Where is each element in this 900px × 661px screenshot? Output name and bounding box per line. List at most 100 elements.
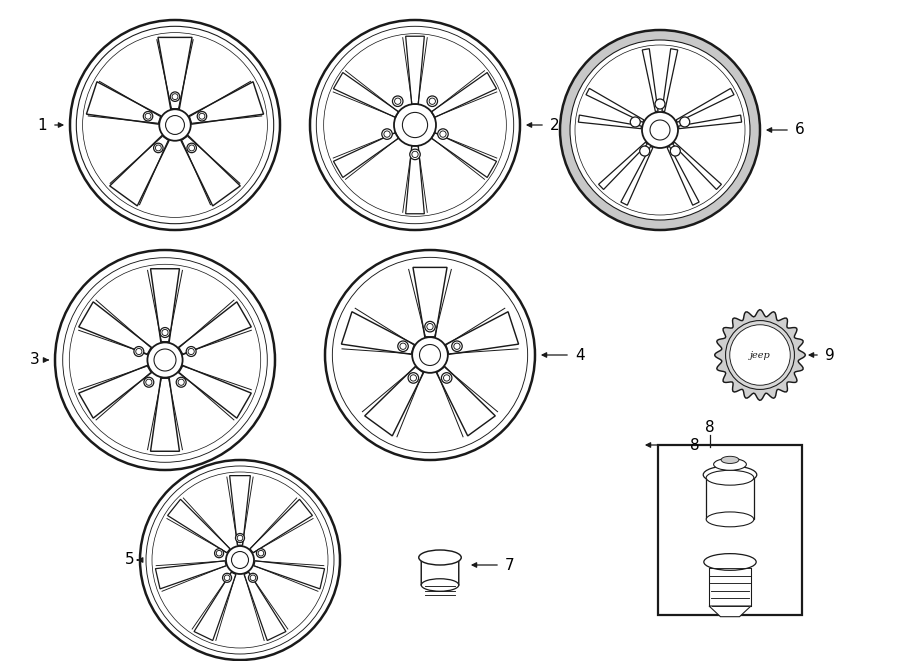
Polygon shape	[334, 73, 399, 118]
Polygon shape	[579, 115, 642, 129]
Text: 4: 4	[575, 348, 585, 362]
Ellipse shape	[394, 98, 400, 104]
Ellipse shape	[384, 131, 391, 137]
Ellipse shape	[186, 346, 196, 356]
Polygon shape	[179, 366, 251, 418]
Ellipse shape	[418, 550, 461, 565]
Ellipse shape	[441, 373, 452, 383]
Ellipse shape	[170, 92, 180, 101]
Polygon shape	[167, 499, 230, 553]
Ellipse shape	[429, 98, 436, 104]
Polygon shape	[586, 89, 643, 122]
Ellipse shape	[214, 549, 223, 558]
Text: 8: 8	[690, 438, 700, 453]
Polygon shape	[413, 268, 447, 337]
Text: 2: 2	[550, 118, 560, 132]
Ellipse shape	[440, 131, 446, 137]
Polygon shape	[78, 366, 151, 418]
Ellipse shape	[216, 551, 222, 556]
Ellipse shape	[570, 40, 750, 220]
Text: jeep: jeep	[750, 350, 770, 360]
Ellipse shape	[189, 145, 194, 151]
Ellipse shape	[172, 94, 178, 100]
Polygon shape	[150, 269, 179, 342]
Polygon shape	[364, 367, 424, 436]
Polygon shape	[78, 302, 151, 354]
Polygon shape	[110, 136, 169, 206]
Ellipse shape	[250, 575, 256, 580]
Ellipse shape	[134, 346, 144, 356]
Ellipse shape	[427, 323, 433, 330]
Ellipse shape	[178, 379, 184, 385]
Ellipse shape	[704, 554, 756, 570]
Ellipse shape	[392, 96, 403, 106]
Ellipse shape	[655, 99, 665, 109]
Polygon shape	[244, 572, 286, 641]
Ellipse shape	[714, 458, 746, 470]
Ellipse shape	[160, 328, 170, 338]
Ellipse shape	[154, 143, 163, 153]
Ellipse shape	[427, 96, 437, 106]
Polygon shape	[672, 142, 722, 190]
Polygon shape	[179, 302, 251, 354]
Polygon shape	[436, 367, 495, 436]
Polygon shape	[662, 49, 678, 112]
Polygon shape	[667, 147, 699, 205]
Ellipse shape	[408, 373, 418, 383]
Polygon shape	[446, 312, 518, 354]
Text: 3: 3	[30, 352, 40, 368]
Polygon shape	[598, 142, 647, 190]
Ellipse shape	[143, 112, 153, 121]
Ellipse shape	[176, 377, 186, 387]
Ellipse shape	[238, 535, 243, 541]
Text: 7: 7	[505, 557, 515, 572]
FancyBboxPatch shape	[421, 557, 459, 585]
Polygon shape	[150, 378, 179, 451]
Ellipse shape	[236, 533, 245, 543]
Ellipse shape	[145, 113, 151, 119]
Polygon shape	[643, 49, 658, 112]
Ellipse shape	[248, 573, 257, 582]
Ellipse shape	[721, 456, 739, 463]
Polygon shape	[679, 115, 742, 129]
Polygon shape	[431, 132, 497, 177]
Ellipse shape	[222, 573, 231, 582]
Polygon shape	[431, 73, 497, 118]
Ellipse shape	[454, 343, 460, 350]
Ellipse shape	[146, 379, 152, 385]
Ellipse shape	[425, 321, 436, 332]
Polygon shape	[254, 561, 325, 589]
Polygon shape	[406, 145, 424, 214]
Ellipse shape	[444, 375, 450, 381]
Polygon shape	[230, 476, 250, 545]
Ellipse shape	[706, 470, 754, 485]
Ellipse shape	[136, 348, 142, 354]
Ellipse shape	[256, 549, 266, 558]
Ellipse shape	[670, 146, 680, 156]
Ellipse shape	[560, 30, 760, 230]
Ellipse shape	[725, 321, 795, 389]
Ellipse shape	[187, 143, 196, 153]
Ellipse shape	[162, 329, 168, 336]
Text: 1: 1	[37, 118, 47, 132]
Ellipse shape	[680, 117, 689, 127]
Ellipse shape	[156, 145, 161, 151]
Ellipse shape	[452, 341, 463, 352]
Ellipse shape	[400, 343, 406, 350]
Ellipse shape	[258, 551, 264, 556]
Ellipse shape	[730, 325, 790, 385]
Text: 8: 8	[706, 420, 715, 434]
Ellipse shape	[197, 112, 207, 121]
Polygon shape	[86, 82, 161, 124]
Polygon shape	[250, 499, 312, 553]
Ellipse shape	[640, 146, 650, 156]
Ellipse shape	[703, 466, 757, 484]
Polygon shape	[189, 82, 264, 124]
Polygon shape	[158, 38, 192, 109]
Polygon shape	[715, 310, 806, 401]
Ellipse shape	[144, 377, 154, 387]
FancyBboxPatch shape	[658, 445, 802, 615]
Text: 6: 6	[795, 122, 805, 137]
Polygon shape	[621, 147, 652, 205]
Polygon shape	[341, 312, 414, 354]
